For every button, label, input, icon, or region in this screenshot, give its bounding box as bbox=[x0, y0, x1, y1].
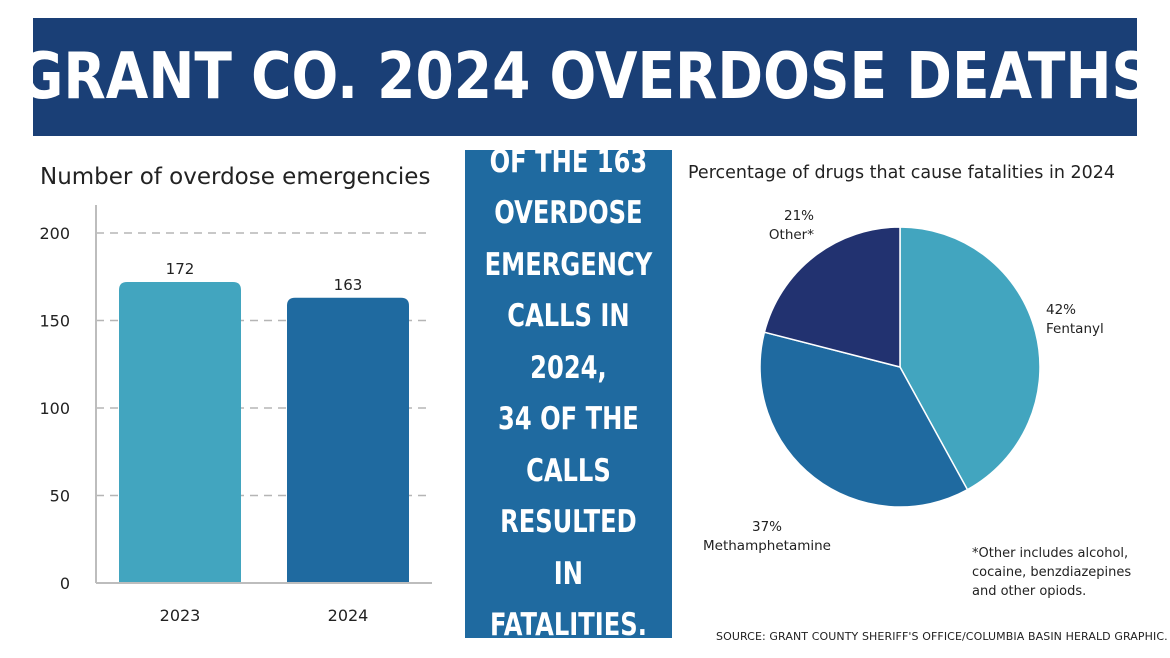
pie-chart-title: Percentage of drugs that cause fatalitie… bbox=[688, 163, 1116, 183]
bar-data-label: 163 bbox=[334, 276, 363, 294]
y-tick-label: 100 bbox=[39, 399, 70, 418]
pie-slice-other bbox=[763, 226, 901, 368]
pie-slice-methamphetamine bbox=[759, 331, 969, 508]
source-credit: SOURCE: GRANT COUNTY SHERIFF'S OFFICE/CO… bbox=[716, 630, 1168, 643]
summary-text: OF THE 163 OVERDOSE EMERGENCY CALLS IN 2… bbox=[484, 143, 653, 644]
pie-slice-fentanyl bbox=[899, 226, 1041, 491]
pie-footnote: *Other includes alcohol, cocaine, benzdi… bbox=[972, 546, 1132, 599]
pie-label-other-pct: 21% bbox=[783, 208, 814, 224]
y-tick-label: 150 bbox=[39, 312, 70, 331]
pie-label-meth-name: Methamphetamine bbox=[703, 538, 831, 554]
pie-label-fentanyl-pct: 42% bbox=[1046, 302, 1077, 318]
y-tick-label: 50 bbox=[50, 487, 70, 506]
bar-2024 bbox=[287, 297, 409, 583]
pie-label-meth-pct: 37% bbox=[751, 519, 782, 535]
bar-chart-title: Number of overdose emergencies bbox=[40, 164, 431, 190]
x-tick-label: 2024 bbox=[328, 606, 369, 625]
bar-chart: 0 50 100 150 200 172 2023 163 2024 bbox=[39, 205, 432, 625]
y-tick-label: 200 bbox=[39, 224, 70, 243]
bar-data-label: 172 bbox=[166, 260, 195, 278]
y-tick-label: 0 bbox=[60, 574, 70, 593]
page-title: GRANT CO. 2024 OVERDOSE DEATHS bbox=[18, 40, 1152, 114]
summary-box: OF THE 163 OVERDOSE EMERGENCY CALLS IN 2… bbox=[465, 144, 672, 643]
pie-chart bbox=[759, 226, 1041, 508]
pie-label-fentanyl-name: Fentanyl bbox=[1046, 321, 1104, 337]
x-tick-label: 2023 bbox=[160, 606, 201, 625]
pie-label-fentanyl: 42% Fentanyl bbox=[1046, 301, 1104, 339]
bar-2023 bbox=[119, 282, 241, 583]
pie-label-other: 21% Other* bbox=[757, 207, 814, 245]
header-banner: GRANT CO. 2024 OVERDOSE DEATHS bbox=[19, 18, 1151, 136]
pie-label-other-name: Other* bbox=[768, 227, 814, 243]
pie-label-meth: 37% Methamphetamine bbox=[702, 518, 832, 556]
